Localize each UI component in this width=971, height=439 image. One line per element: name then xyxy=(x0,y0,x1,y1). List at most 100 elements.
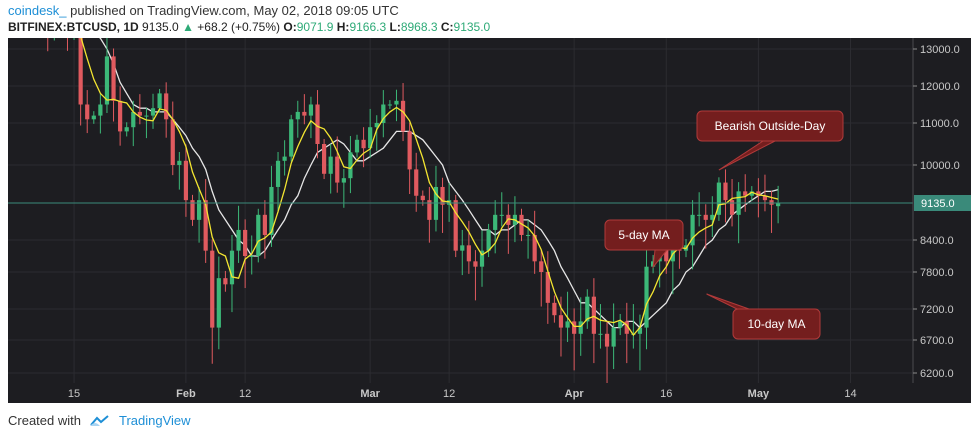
close-label: C: xyxy=(440,20,454,34)
callout-label: Bearish Outside-Day xyxy=(715,119,826,133)
candle-body xyxy=(210,250,215,328)
candle-body xyxy=(229,250,235,285)
candle-body xyxy=(591,296,596,334)
candle-body xyxy=(144,115,149,117)
candle-body xyxy=(361,139,366,149)
candle-body xyxy=(729,200,735,215)
candle-body xyxy=(150,108,156,116)
candle-body xyxy=(644,266,649,328)
low-value: 8968.3 xyxy=(400,20,438,34)
candle-body xyxy=(269,186,274,235)
price-axis[interactable]: 13000.0 12000.0 11000.0 10000.0 8400.0 7800.0… xyxy=(912,38,971,383)
candle-body xyxy=(322,144,327,174)
time-tick-label: Feb xyxy=(176,388,196,400)
candle-body xyxy=(387,104,392,106)
candle-body xyxy=(157,93,162,109)
candle-body xyxy=(624,321,629,334)
tradingview-link[interactable]: TradingView xyxy=(118,413,191,428)
price-tick-label: 6200.0 xyxy=(920,368,954,380)
time-tick-label: May xyxy=(748,388,770,400)
candle-body xyxy=(453,200,458,251)
candle-body xyxy=(611,327,616,347)
symbol-label: BITFINEX:BTCUSD, 1D xyxy=(8,20,139,34)
candle-body xyxy=(275,160,281,187)
candle-body xyxy=(618,321,623,328)
candle-body xyxy=(572,321,577,334)
candle-body xyxy=(776,203,781,207)
candle-body xyxy=(486,229,491,251)
candle-body xyxy=(137,111,142,116)
candle-body xyxy=(743,191,748,196)
candle-body xyxy=(466,245,471,262)
time-tick-label: 12 xyxy=(443,388,455,400)
candle-body xyxy=(354,139,360,153)
candle-body xyxy=(756,191,761,196)
candle-body xyxy=(131,111,136,128)
candle-body xyxy=(374,123,379,128)
candle-body xyxy=(328,156,333,174)
ma5-series xyxy=(80,38,779,337)
candle-body xyxy=(394,100,399,105)
candle-body xyxy=(664,245,669,262)
callout-label: 10-day MA xyxy=(747,317,805,331)
candle-body xyxy=(519,214,524,235)
candle-body xyxy=(769,200,774,205)
candle-body xyxy=(578,321,583,334)
callout-box xyxy=(696,110,844,142)
candle-body xyxy=(164,93,169,120)
candle-body xyxy=(545,272,550,303)
callout-box xyxy=(732,308,821,340)
candle-body xyxy=(256,214,261,256)
candle-body xyxy=(183,160,189,201)
candle-body xyxy=(295,111,300,120)
tradingview-logo-icon xyxy=(89,414,109,426)
candle-body xyxy=(552,302,557,316)
time-tick-label: Mar xyxy=(360,388,380,400)
last-price-tag xyxy=(914,195,971,211)
candle-body xyxy=(315,104,320,144)
candle-body xyxy=(420,195,425,201)
price-tick-label: 12000.0 xyxy=(920,81,960,93)
candle-body xyxy=(525,234,531,236)
high-value: 9166.3 xyxy=(349,20,387,34)
time-tick-label: 14 xyxy=(844,388,856,400)
candle-body xyxy=(532,234,537,262)
close-value: 9135.0 xyxy=(453,20,491,34)
candle-body xyxy=(78,38,83,105)
candle-body xyxy=(282,156,287,161)
callout-box xyxy=(604,219,684,251)
candle-body xyxy=(749,191,754,196)
callout-label: 5-day MA xyxy=(618,228,669,242)
candle-body xyxy=(302,111,307,116)
candle-body xyxy=(381,104,386,123)
price-chart[interactable]: 13000.0 12000.0 11000.0 10000.0 8400.0 7800.0… xyxy=(0,38,971,403)
price-tick-label: 8400.0 xyxy=(920,235,954,247)
candle-body xyxy=(690,214,695,246)
time-tick-label: 15 xyxy=(68,388,80,400)
candle-body xyxy=(170,119,175,165)
time-axis[interactable]: 15 Feb 12 Mar 12 Apr 16 May 14 xyxy=(68,388,857,400)
candle-body xyxy=(440,186,445,205)
candle-body xyxy=(262,214,267,235)
candle-body xyxy=(111,56,116,101)
candle-body xyxy=(407,131,412,170)
candle-body xyxy=(716,182,721,215)
candle-body xyxy=(289,119,294,157)
candle-body xyxy=(539,261,544,272)
published-text: published on TradingView.com, May 02, 20… xyxy=(70,3,399,18)
price-tick-label: 11000.0 xyxy=(920,118,959,130)
brand-link[interactable]: coindesk_ xyxy=(8,3,67,18)
time-axis-background xyxy=(8,383,971,403)
ma5-line xyxy=(80,38,779,337)
candle-body xyxy=(85,104,90,120)
candle-body xyxy=(414,169,419,196)
candle-body xyxy=(223,278,228,285)
last-price: 9135.0 xyxy=(142,20,179,34)
candle-body xyxy=(348,152,353,179)
candle-body xyxy=(104,56,110,105)
open-label: O: xyxy=(283,20,297,34)
candle-body xyxy=(400,100,406,132)
price-tick-label: 6700.0 xyxy=(920,335,954,347)
candle-body xyxy=(585,296,590,322)
candle-body xyxy=(598,333,603,335)
